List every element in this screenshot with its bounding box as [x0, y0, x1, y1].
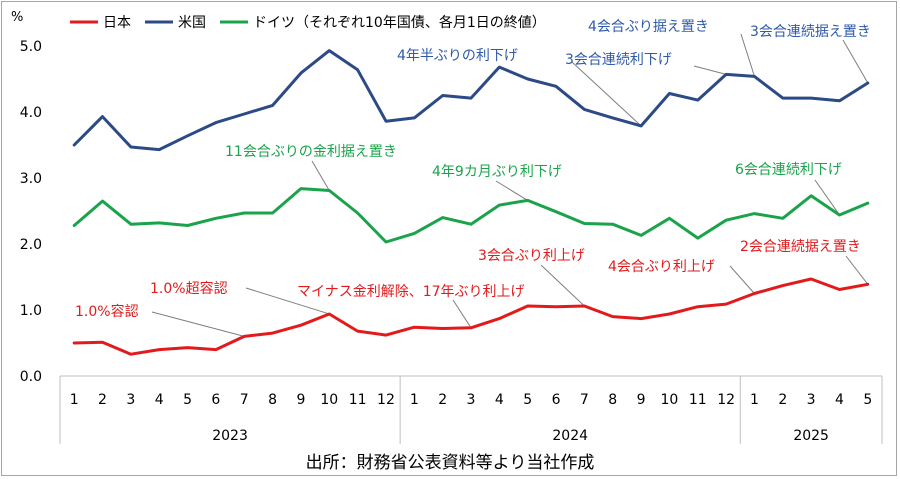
x-tick-label: 6: [552, 392, 561, 408]
annotation-label: 1.0%超容認: [150, 280, 228, 297]
annotation-leaders: [151, 33, 869, 337]
annotation-label: 4年9カ月ぶり利下げ: [432, 164, 562, 180]
x-tick-label: 7: [240, 392, 249, 408]
y-tick-label: 2.0: [20, 237, 42, 253]
annotation-leader: [245, 287, 330, 315]
x-tick-label: 10: [320, 392, 338, 408]
annotation-leader: [540, 264, 585, 307]
x-tick-label: 2: [778, 392, 787, 408]
y-tick-label: 4.0: [20, 105, 42, 121]
annotation-leader: [842, 39, 869, 84]
x-tick-label: 1: [70, 392, 79, 408]
annotation-label: 4会合ぶり据え置き: [588, 19, 709, 35]
x-tick-label: 4: [495, 392, 504, 408]
x-tick-label: 4: [155, 392, 164, 408]
annotation-label: 6会合連続利下げ: [735, 161, 842, 178]
annotation-leader: [571, 61, 642, 127]
year-label: 2024: [552, 428, 588, 444]
series-line-2: [72, 187, 870, 244]
annotation-label: マイナス金利解除、17年ぶり利上げ: [297, 284, 525, 300]
annotation-leader: [845, 255, 869, 285]
x-tick-label: 3: [807, 392, 816, 408]
y-tick-label: 5.0: [20, 39, 42, 55]
annotation-label: 3会合連続利下げ: [565, 51, 672, 68]
x-tick-label: 9: [637, 392, 646, 408]
annotation-leader: [729, 265, 755, 294]
x-tick-label: 12: [717, 392, 735, 408]
x-tick-label: 7: [580, 392, 589, 408]
annotation-leader: [740, 33, 755, 77]
annotation-label: 3会合ぶり利上げ: [478, 248, 585, 264]
series-line-0: [72, 277, 870, 356]
annotation-label: 1.0%容認: [75, 303, 139, 320]
annotation-leader: [151, 311, 245, 337]
annotation-label: 4会合ぶり利上げ: [608, 259, 715, 275]
legend-note: （それぞれ10年国債、各月1日の終値）: [295, 15, 546, 31]
y-tick-label: 0.0: [20, 369, 42, 385]
labels-group: 1.0%容認 1.0%超容認 マイナス金利解除、17年ぶり利上げ 3会合ぶり利上げ 4会…: [75, 19, 871, 320]
y-unit-label: %: [11, 10, 23, 25]
annotation-leader: [495, 180, 528, 201]
x-tick-label: 8: [608, 392, 617, 408]
annotation-label: 3会合連続据え置き: [750, 23, 871, 40]
legend-label-1: 米国: [178, 15, 206, 31]
x-tick-label: 4: [835, 392, 844, 408]
series-line-1: [72, 49, 870, 152]
x-tick-label: 6: [211, 392, 220, 408]
annotation-label: 11会合ぶりの金利据え置き: [225, 144, 397, 160]
x-tick-label: 8: [268, 392, 277, 408]
x-tick-label: 3: [126, 392, 135, 408]
year-label: 2023: [212, 428, 248, 444]
series-lines: [72, 49, 870, 356]
y-tick-label: 3.0: [20, 171, 42, 187]
x-tick-label: 5: [523, 392, 532, 408]
annotation-leader: [814, 179, 840, 216]
x-tick-label: 1: [410, 392, 419, 408]
x-tick-label: 5: [863, 392, 872, 408]
x-tick-label: 5: [183, 392, 192, 408]
x-tick-label: 2: [98, 392, 107, 408]
year-label: 2025: [793, 428, 829, 444]
x-tick-label: 11: [349, 392, 367, 408]
annotation-leader: [311, 160, 330, 191]
legend-label-0: 日本: [103, 15, 131, 31]
legend: 日本 米国 ドイツ （それぞれ10年国債、各月1日の終値）: [70, 15, 546, 31]
x-tick-label: 2: [438, 392, 447, 408]
y-tick-label: 1.0: [20, 303, 42, 319]
axes-group: 0.01.02.03.04.05.01 2 3 4 5 6 7 8 9 10 11 12 1 2 3 4 5 6 7…: [20, 39, 883, 444]
annotation-leader: [693, 65, 727, 75]
source-note: 出所：財務省公表資料等より当社作成: [306, 453, 595, 473]
annotation-leader: [452, 299, 472, 329]
x-tick-label: 3: [467, 392, 476, 408]
x-tick-label: 11: [689, 392, 707, 408]
annotation-label: 4年半ぶりの利下げ: [397, 48, 518, 64]
x-tick-label: 12: [377, 392, 395, 408]
x-tick-label: 10: [660, 392, 678, 408]
annotation-label: 2会合連続据え置き: [740, 238, 861, 255]
legend-label-2: ドイツ: [253, 15, 295, 31]
x-tick-label: 1: [750, 392, 759, 408]
x-tick-label: 9: [296, 392, 305, 408]
